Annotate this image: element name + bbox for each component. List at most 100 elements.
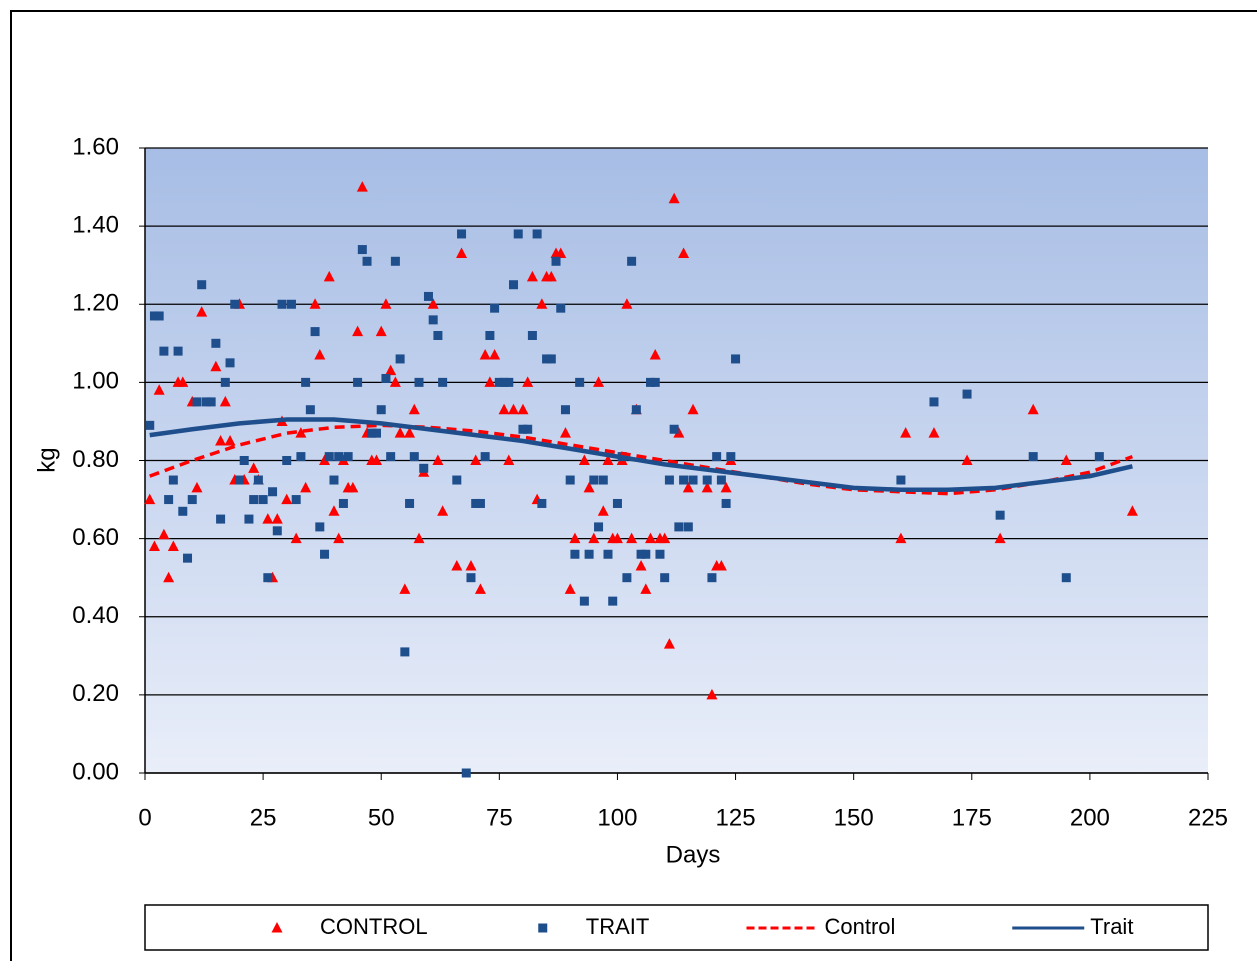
square-marker xyxy=(145,420,155,430)
triangle-marker xyxy=(210,360,222,372)
square-marker xyxy=(249,495,259,505)
triangle-marker xyxy=(215,434,227,446)
triangle-marker xyxy=(356,181,368,192)
square-marker xyxy=(537,498,547,508)
square-marker xyxy=(896,475,906,485)
square-marker xyxy=(178,506,188,516)
triangle-marker xyxy=(484,376,496,387)
square-marker xyxy=(268,487,278,497)
square-marker xyxy=(664,475,674,485)
square-marker xyxy=(594,522,604,532)
square-marker xyxy=(244,514,254,524)
grid: 0.00 0.20 0.40 0.60 0.80 1.00 1.20 1.40 1.60 0 25 5… xyxy=(72,133,1228,831)
square-marker xyxy=(674,522,684,532)
square-marker xyxy=(310,327,320,337)
legend-label: Trait xyxy=(1090,914,1133,939)
square-marker xyxy=(509,280,519,290)
square-marker xyxy=(225,358,235,368)
triangle-marker xyxy=(191,481,203,493)
triangle-marker xyxy=(1126,505,1138,516)
square-marker xyxy=(532,229,542,239)
triangle-marker xyxy=(611,532,623,544)
triangle-marker xyxy=(994,532,1006,544)
square-marker xyxy=(683,522,693,532)
triangle-marker xyxy=(559,427,571,438)
square-marker xyxy=(499,377,509,387)
triangle-marker xyxy=(451,559,463,571)
square-marker xyxy=(631,405,641,415)
square-marker xyxy=(338,498,348,508)
square-marker xyxy=(627,256,637,266)
square-marker xyxy=(669,424,679,434)
square-marker xyxy=(272,526,282,536)
legend-label: TRAIT xyxy=(586,914,650,939)
square-marker xyxy=(149,311,159,321)
square-marker xyxy=(159,346,169,356)
square-marker xyxy=(603,549,613,559)
square-marker xyxy=(570,549,580,559)
triangle-marker xyxy=(536,298,548,309)
triangle-marker xyxy=(262,513,274,524)
square-marker xyxy=(622,573,632,583)
square-marker xyxy=(579,596,589,606)
square-marker xyxy=(995,510,1005,520)
square-marker xyxy=(929,397,939,407)
y-tick-label: 0.80 xyxy=(72,446,119,473)
triangle-marker xyxy=(569,532,581,544)
triangle-marker xyxy=(290,532,302,544)
triangle-marker xyxy=(323,270,335,282)
x-tick-label: 125 xyxy=(716,804,756,831)
triangle-marker xyxy=(347,481,359,493)
square-marker xyxy=(598,475,608,485)
square-marker xyxy=(538,923,548,933)
triangle-marker xyxy=(163,571,175,583)
triangle-marker xyxy=(900,427,912,438)
square-marker xyxy=(216,514,226,524)
y-tick-label: 1.20 xyxy=(72,290,119,317)
square-marker xyxy=(367,428,377,438)
triangle-marker xyxy=(177,376,189,387)
triangle-marker xyxy=(564,583,576,594)
square-marker xyxy=(575,377,585,387)
triangle-marker xyxy=(961,454,973,465)
triangle-marker xyxy=(649,349,661,360)
legend: CONTROL TRAIT Control Trait xyxy=(271,914,1133,939)
square-marker xyxy=(381,373,391,383)
square-marker xyxy=(556,303,566,313)
square-marker xyxy=(461,768,471,778)
triangle-marker xyxy=(602,454,614,465)
square-marker xyxy=(433,331,443,340)
y-tick-label: 0.20 xyxy=(72,680,119,707)
triangle-marker xyxy=(167,540,179,551)
triangle-marker xyxy=(380,298,392,309)
square-marker xyxy=(395,354,405,364)
triangle-marker xyxy=(503,454,515,465)
square-marker xyxy=(324,452,334,462)
x-tick-label: 225 xyxy=(1188,804,1228,831)
triangle-marker xyxy=(413,532,425,544)
triangle-marker xyxy=(626,532,638,544)
square-marker xyxy=(688,475,698,485)
x-tick-label: 100 xyxy=(597,804,637,831)
square-marker xyxy=(480,452,490,462)
square-marker xyxy=(518,424,528,434)
triangle-marker xyxy=(148,540,160,551)
triangle-marker xyxy=(224,434,236,446)
triangle-marker xyxy=(408,403,420,415)
square-marker xyxy=(220,377,230,387)
triangle-marker xyxy=(385,364,397,376)
square-marker xyxy=(390,256,400,266)
triangle-marker xyxy=(645,532,657,544)
square-marker xyxy=(428,315,438,325)
square-marker xyxy=(173,346,183,356)
y-tick-label: 1.40 xyxy=(72,211,119,238)
square-marker xyxy=(608,596,618,606)
triangle-marker xyxy=(404,427,416,438)
square-marker xyxy=(452,475,462,485)
x-tick-label: 50 xyxy=(368,804,395,831)
triangle-marker xyxy=(522,376,534,387)
triangle-marker xyxy=(583,481,595,493)
square-marker xyxy=(320,549,330,559)
